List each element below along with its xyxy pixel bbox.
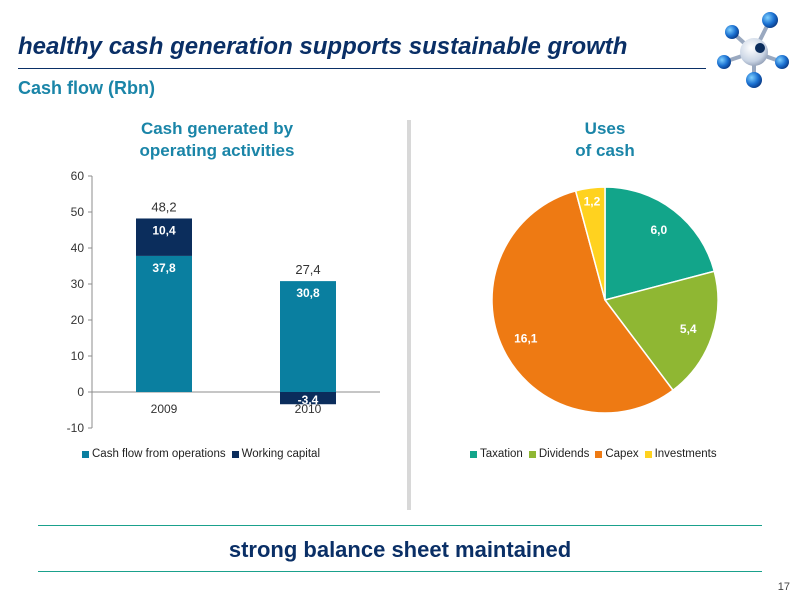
pie-value-label: 6,0 [650, 223, 667, 237]
legend-item: Taxation [470, 448, 523, 460]
legend-item: Cash flow from operations [82, 448, 226, 460]
title-underline [18, 68, 706, 69]
legend-label: Cash flow from operations [92, 448, 226, 460]
pie-chart-title-line-2: of cash [575, 141, 635, 160]
bar-value-label: 30,8 [296, 286, 320, 300]
legend-item: Dividends [528, 448, 590, 460]
pie-value-label: 16,1 [514, 332, 538, 346]
legend-label: Investments [654, 448, 717, 460]
footer-message: strong balance sheet maintained [228, 537, 572, 562]
pie-slice-dividends [603, 270, 719, 392]
pie-chart-title-line-1: Uses [584, 119, 626, 138]
bar-chart-legend: Cash flow from operations Working capital [82, 448, 326, 460]
bar-chart-title: Cash generated by operating activities [90, 118, 344, 162]
pie-slice-taxation [604, 186, 716, 301]
legend-label: Dividends [538, 448, 590, 460]
y-tick-label: 30 [71, 277, 85, 291]
page-title: healthy cash generation supports sustain… [18, 33, 628, 60]
legend-swatch [595, 450, 603, 458]
pie-slice-investments [574, 186, 606, 301]
legend-swatch [470, 450, 477, 458]
pie-chart: 6,0 5,4 16,1 1,2 [491, 186, 719, 414]
bar-total-label: 27,4 [295, 262, 320, 277]
bar-chart-title-line-2: operating activities [139, 141, 295, 160]
pie-value-label: 1,2 [584, 194, 601, 208]
bar-segment-working-capital [136, 218, 192, 256]
bar-value-label: -3,4 [298, 393, 319, 407]
chart-divider [407, 120, 411, 510]
bar-total-label: 48,2 [151, 199, 176, 214]
page-subtitle: Cash flow (Rbn) [18, 78, 155, 98]
legend-swatch [528, 450, 536, 458]
legend-item: Working capital [231, 448, 320, 460]
x-category-label: 2010 [295, 402, 322, 416]
x-category-label: 2009 [151, 402, 178, 416]
legend-label: Working capital [241, 448, 320, 460]
legend-item: Capex [595, 448, 639, 460]
page-number: 17 [777, 581, 790, 593]
y-tick-label: 40 [71, 241, 85, 255]
legend-item: Investments [644, 448, 717, 460]
bar-chart-title-line-1: Cash generated by [140, 119, 294, 138]
pie-chart-title: Uses of cash [500, 118, 710, 162]
footer-rule-bottom [38, 571, 762, 572]
legend-swatch [644, 450, 652, 458]
bar-segment-working-capital [280, 392, 336, 405]
y-tick-label: 20 [71, 313, 85, 327]
pie-value-label: 5,4 [680, 322, 697, 336]
molecule-logo [717, 12, 789, 88]
legend-label: Capex [605, 448, 639, 460]
y-tick-label: 50 [71, 205, 85, 219]
pie-chart-legend: Taxation Dividends Capex Investments [470, 448, 723, 460]
legend-swatch [231, 450, 239, 458]
y-tick-label: 10 [71, 349, 85, 363]
y-tick-label: 60 [71, 169, 85, 183]
legend-label: Taxation [480, 448, 523, 460]
y-tick-label: -10 [67, 421, 85, 435]
pie-slice-capex [491, 189, 675, 414]
footer-rule-top [38, 525, 762, 526]
y-tick-label: 0 [77, 385, 84, 399]
bar-chart: -10 0 10 20 30 40 50 60 37,8 10,4 48,2 2009 30,8 -3,4… [67, 169, 380, 435]
bar-segment-cash-flow-from-operations [136, 255, 192, 392]
bar-value-label: 37,8 [152, 261, 176, 275]
bar-segment-cash-flow-from-operations [280, 281, 336, 392]
legend-swatch [82, 450, 89, 458]
bar-value-label: 10,4 [152, 223, 176, 237]
